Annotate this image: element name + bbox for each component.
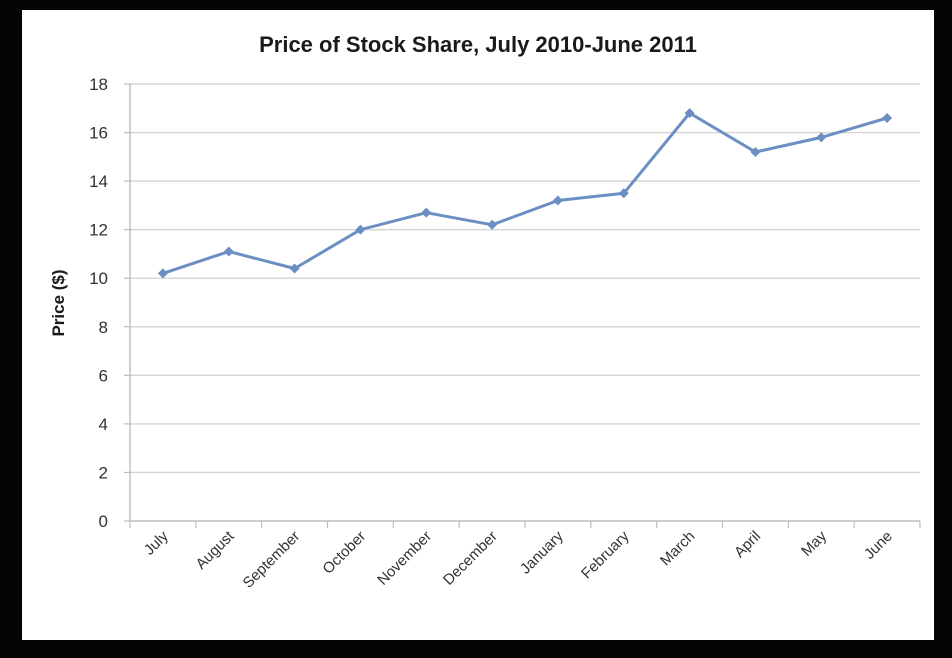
x-tick-label: August (193, 527, 239, 573)
x-tick-label: March (657, 528, 698, 569)
series (157, 108, 893, 279)
data-point (684, 108, 695, 119)
y-tick-label: 6 (99, 366, 108, 385)
data-point (750, 146, 761, 157)
y-tick-label: 4 (99, 415, 108, 434)
y-tick-label: 16 (89, 124, 108, 143)
data-point (223, 246, 234, 257)
x-tick-label: July (141, 527, 172, 558)
data-point (552, 195, 563, 206)
x-tick-label: November (374, 528, 435, 589)
x-tick-label: January (517, 527, 567, 577)
y-tick-label: 8 (99, 318, 108, 337)
data-point (816, 132, 827, 143)
x-tick-label: October (319, 528, 369, 578)
chart-title: Price of Stock Share, July 2010-June 201… (259, 32, 697, 57)
data-point (355, 224, 366, 235)
data-point (421, 207, 432, 218)
data-point (882, 112, 893, 123)
data-point (487, 219, 498, 230)
data-point (289, 263, 300, 274)
y-axis-label: Price ($) (49, 269, 68, 336)
y-tick-label: 14 (89, 172, 108, 191)
x-tick-label: December (440, 528, 501, 589)
x-tick-label: September (240, 528, 304, 592)
data-point (157, 268, 168, 279)
x-tick-label: June (861, 528, 896, 563)
x-tick-label: February (578, 527, 633, 582)
series-line (162, 111, 888, 275)
chart-panel (22, 10, 934, 640)
axes (124, 83, 921, 528)
y-tick-label: 0 (99, 512, 108, 531)
data-point (618, 188, 629, 199)
gridlines (130, 83, 920, 474)
y-tick-label: 12 (89, 221, 108, 240)
y-tick-label: 10 (89, 269, 108, 288)
x-tick-label: April (731, 528, 764, 561)
x-tick-labels: July August September October November Decemb… (141, 527, 896, 591)
y-tick-label: 2 (99, 463, 108, 482)
x-tick-label: May (798, 527, 830, 559)
y-tick-labels: 0 2 4 6 8 10 12 14 16 18 (89, 75, 108, 531)
y-tick-label: 18 (89, 75, 108, 94)
